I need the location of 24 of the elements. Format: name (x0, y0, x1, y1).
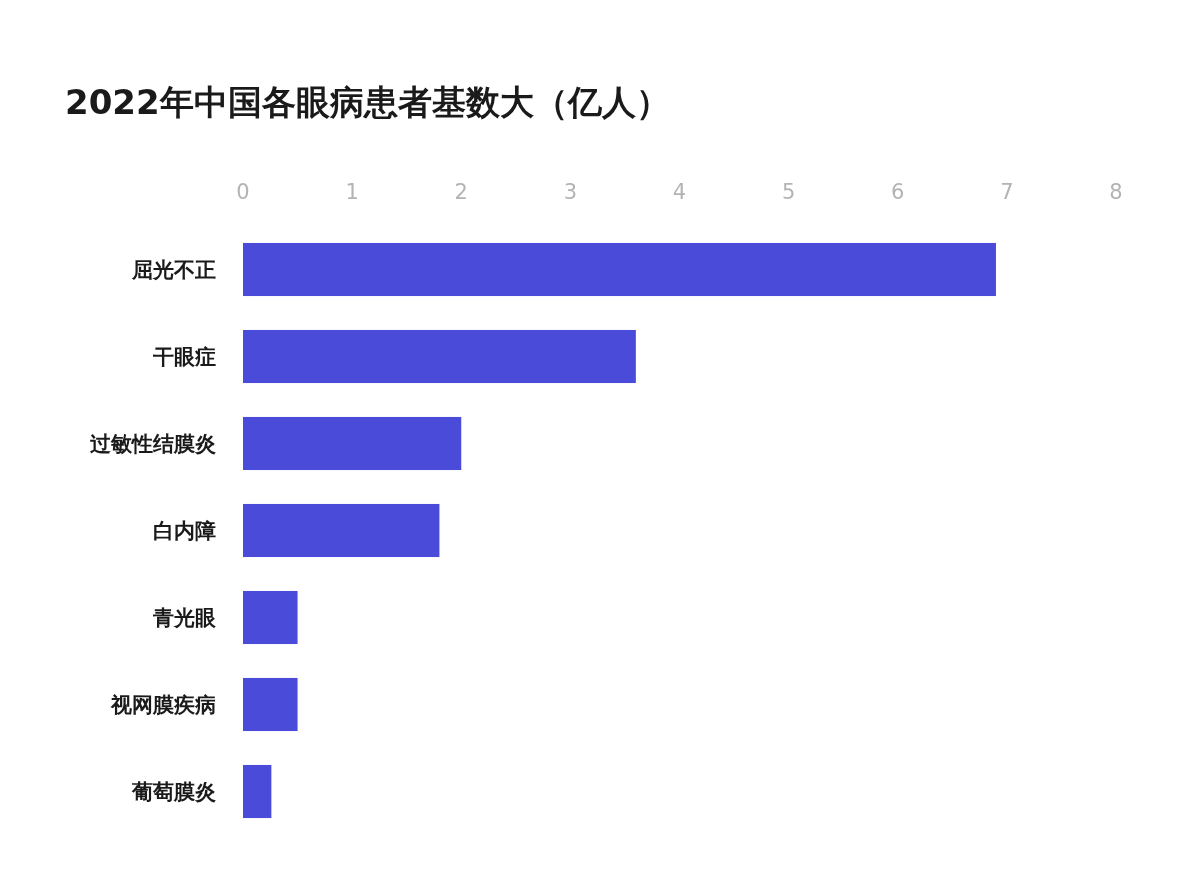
x-tick-label: 7 (1000, 180, 1014, 204)
x-tick-label: 1 (345, 180, 359, 204)
x-tick-label: 2 (454, 180, 468, 204)
y-tick-label: 干眼症 (152, 345, 216, 370)
x-tick-label: 4 (672, 180, 687, 204)
y-tick-label: 白内障 (153, 519, 216, 544)
bar (243, 503, 440, 558)
chart-title: 2022年中国各眼病患者基数大（亿人） (65, 82, 670, 122)
x-tick-label: 6 (891, 180, 905, 204)
bar (243, 242, 996, 297)
y-tick-label: 青光眼 (152, 606, 217, 631)
y-tick-label: 视网膜疾病 (110, 693, 216, 718)
x-tick-label: 8 (1109, 180, 1123, 204)
bar (243, 329, 636, 384)
x-tick-label: 3 (563, 180, 578, 204)
bar (243, 416, 462, 471)
bar (243, 677, 298, 732)
y-tick-label: 屈光不正 (131, 258, 216, 283)
x-tick-label: 0 (236, 180, 250, 204)
bar (243, 590, 298, 645)
y-tick-label: 葡萄膜炎 (131, 780, 216, 805)
x-tick-label: 5 (781, 180, 796, 204)
bar (243, 764, 272, 819)
y-tick-label: 过敏性结膜炎 (89, 432, 216, 457)
